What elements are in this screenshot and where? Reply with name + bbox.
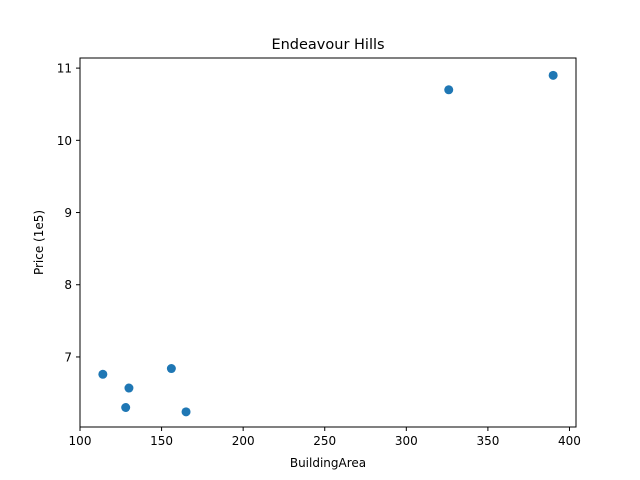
x-tick-label-6: 400 xyxy=(558,434,581,448)
y-tick-label-4: 11 xyxy=(57,62,72,76)
y-axis: 7 8 9 10 11 xyxy=(57,62,80,364)
x-tick-label-1: 150 xyxy=(150,434,173,448)
data-point-0 xyxy=(98,369,108,379)
x-tick-label-5: 350 xyxy=(476,434,499,448)
y-tick-label-3: 10 xyxy=(57,134,72,148)
x-axis-label: BuildingArea xyxy=(290,456,366,470)
data-point-5 xyxy=(444,85,454,95)
data-point-6 xyxy=(548,70,558,80)
y-tick-label-0: 7 xyxy=(64,350,72,364)
points-layer xyxy=(98,70,558,417)
x-tick-label-2: 200 xyxy=(232,434,255,448)
x-tick-label-3: 250 xyxy=(313,434,336,448)
data-point-4 xyxy=(181,407,191,417)
y-tick-label-1: 8 xyxy=(64,278,72,292)
x-tick-label-0: 100 xyxy=(69,434,92,448)
data-point-3 xyxy=(166,364,176,374)
data-point-2 xyxy=(124,383,134,393)
x-axis: 100 150 200 250 300 350 400 xyxy=(69,427,581,448)
chart-title: Endeavour Hills xyxy=(271,37,384,53)
x-tick-label-4: 300 xyxy=(395,434,418,448)
y-axis-label: Price (1e5) xyxy=(32,210,46,275)
y-tick-label-2: 9 xyxy=(64,206,72,220)
plot-frame xyxy=(79,57,577,428)
data-point-1 xyxy=(121,403,131,413)
